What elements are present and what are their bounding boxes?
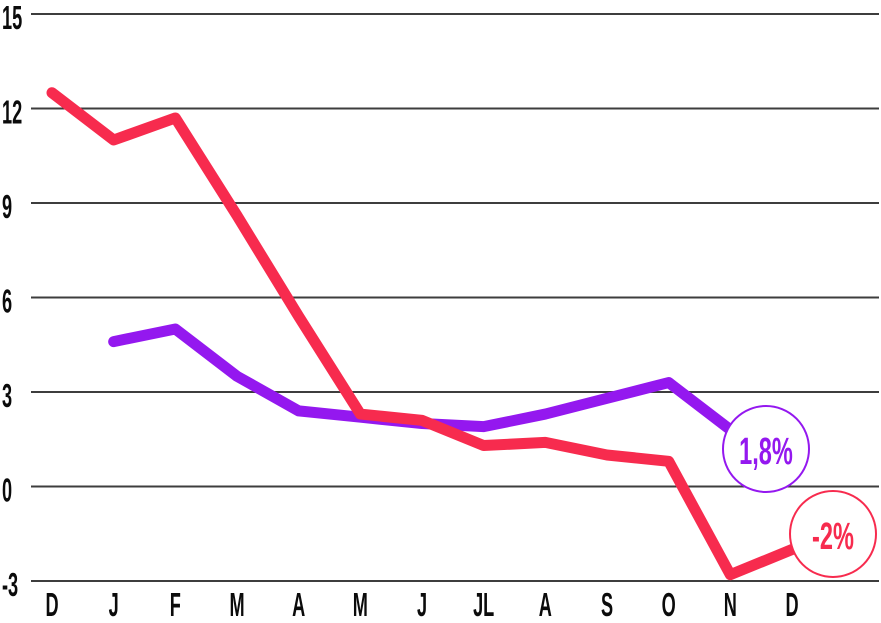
end-label-badges: 1,8% -2% bbox=[722, 405, 877, 578]
y-tick-text: 0 bbox=[2, 472, 12, 509]
purple-series-line bbox=[108, 323, 736, 436]
x-tick-text: D bbox=[785, 586, 798, 623]
x-tick-label: JL bbox=[473, 586, 494, 623]
x-tick-label: S bbox=[601, 586, 613, 623]
gridlines bbox=[31, 13, 879, 582]
x-tick-label: J bbox=[417, 586, 427, 623]
x-tick-text: O bbox=[662, 586, 676, 623]
y-tick-text: 6 bbox=[2, 283, 12, 320]
y-tick-text: 9 bbox=[2, 188, 12, 225]
y-tick-label: 6 bbox=[2, 283, 12, 320]
end-label-badge: -2% bbox=[789, 490, 877, 578]
x-tick-label: A bbox=[539, 586, 552, 623]
y-axis-labels: 15 12 9 6 3 0 -3 bbox=[2, 0, 22, 604]
y-tick-label: 9 bbox=[2, 188, 12, 225]
x-tick-label: O bbox=[662, 586, 676, 623]
y-tick-label: 3 bbox=[2, 377, 12, 414]
y-tick-text: -3 bbox=[2, 566, 18, 603]
x-tick-label: M bbox=[353, 586, 368, 623]
y-tick-text: 3 bbox=[2, 377, 12, 414]
x-tick-text: JL bbox=[473, 586, 494, 623]
end-label-text: 1,8% bbox=[739, 429, 793, 472]
x-tick-text: F bbox=[170, 586, 181, 623]
x-tick-text: J bbox=[109, 586, 119, 623]
red-series-line bbox=[46, 87, 798, 581]
y-tick-label: 12 bbox=[2, 94, 22, 131]
x-tick-text: A bbox=[292, 586, 305, 623]
x-tick-label: D bbox=[785, 586, 798, 623]
end-label-text-group: 1,8% bbox=[739, 429, 793, 472]
y-tick-text: 12 bbox=[2, 94, 22, 131]
end-label-text: -2% bbox=[812, 514, 854, 557]
x-tick-label: J bbox=[109, 586, 119, 623]
x-tick-label: N bbox=[724, 586, 737, 623]
y-tick-label: -3 bbox=[2, 566, 18, 603]
x-tick-text: A bbox=[539, 586, 552, 623]
y-tick-label: 0 bbox=[2, 472, 12, 509]
x-tick-label: D bbox=[45, 586, 58, 623]
end-label-circle bbox=[722, 405, 810, 493]
y-tick-label: 15 bbox=[2, 0, 22, 37]
y-tick-text: 15 bbox=[2, 0, 22, 37]
x-tick-text: N bbox=[724, 586, 737, 623]
end-label-text-group: -2% bbox=[812, 514, 854, 557]
x-tick-label: A bbox=[292, 586, 305, 623]
x-tick-text: S bbox=[601, 586, 613, 623]
x-tick-text: J bbox=[417, 586, 427, 623]
end-label-circle bbox=[789, 490, 877, 578]
end-label-badge: 1,8% bbox=[722, 405, 810, 493]
x-tick-text: M bbox=[229, 586, 244, 623]
x-tick-text: D bbox=[45, 586, 58, 623]
x-axis-labels: D J F M A M J JL A S O N D bbox=[45, 586, 798, 623]
x-tick-label: F bbox=[170, 586, 181, 623]
x-tick-label: M bbox=[229, 586, 244, 623]
x-tick-text: M bbox=[353, 586, 368, 623]
